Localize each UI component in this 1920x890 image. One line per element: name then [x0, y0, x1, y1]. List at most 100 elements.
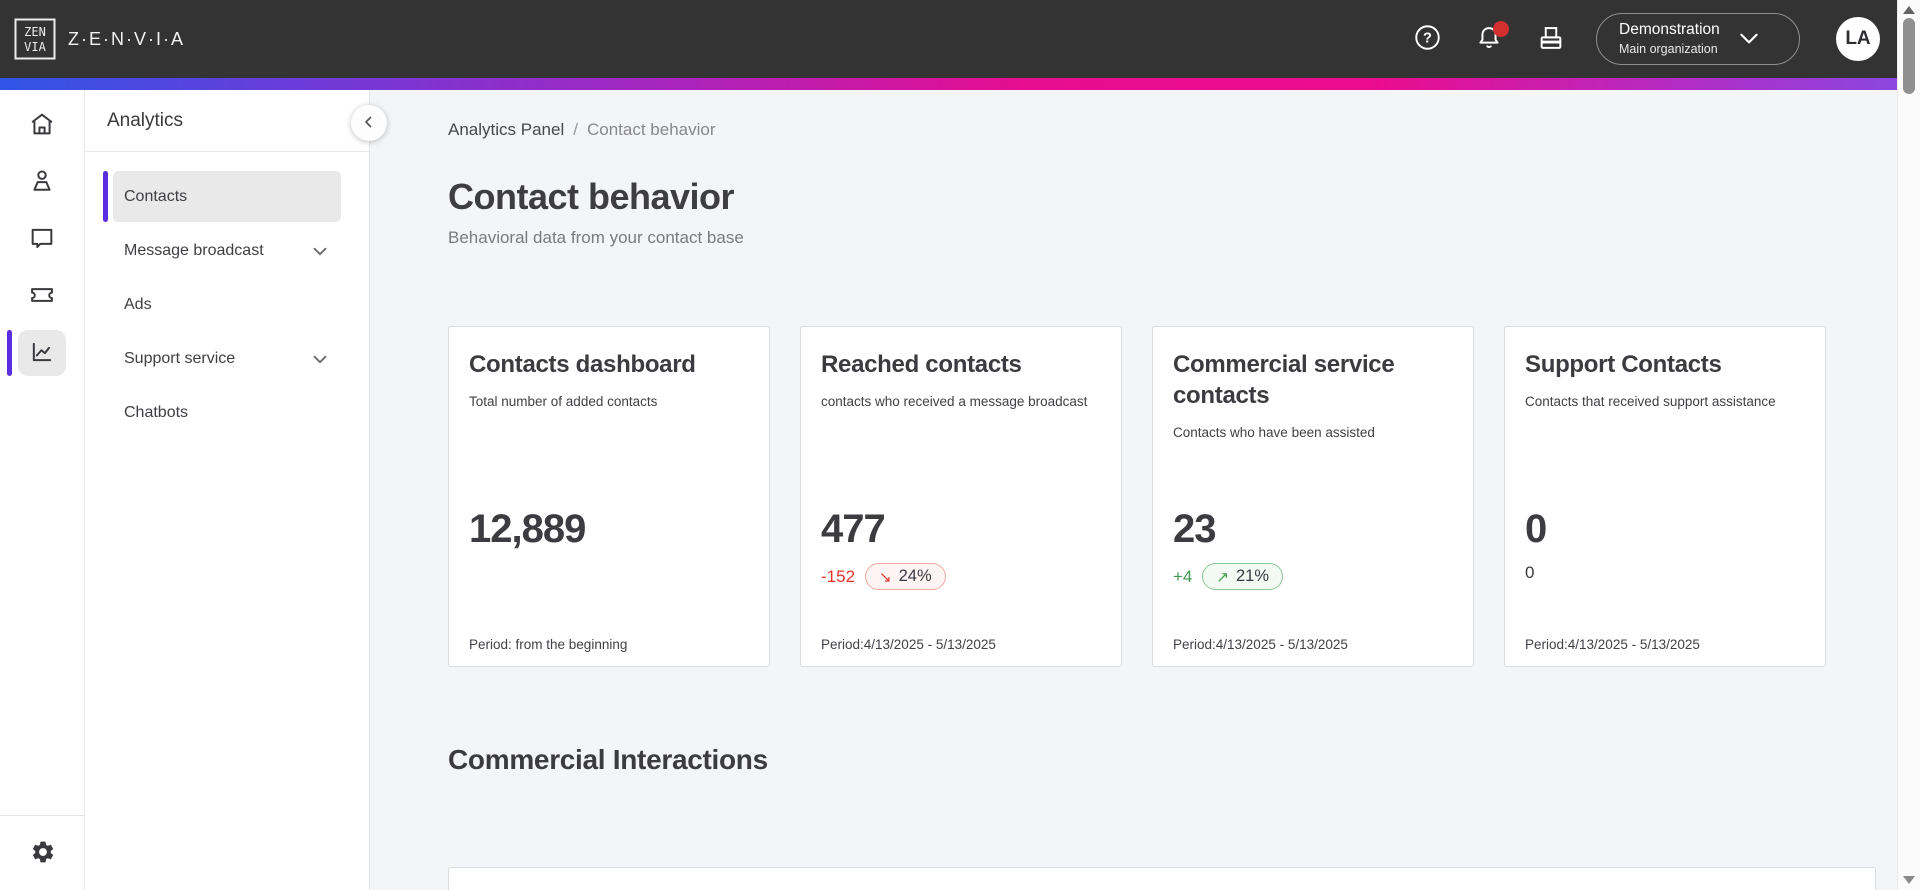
delta-value: -152: [821, 566, 856, 586]
panel-collapse-button[interactable]: [351, 105, 387, 141]
svg-text:?: ?: [1423, 31, 1432, 47]
notification-dot: [1493, 21, 1509, 37]
person-icon: [28, 167, 56, 198]
commercial-interactions-card: [448, 867, 1876, 890]
card-title: Contacts dashboard: [469, 351, 696, 378]
zenvia-logo-icon[interactable]: ZEN VIA: [14, 18, 56, 60]
delta-value: +4: [1173, 566, 1193, 586]
card-title: Support Contacts: [1525, 351, 1722, 378]
menu-item-contacts[interactable]: Contacts: [103, 171, 341, 222]
menu-item-label: Contacts: [124, 187, 188, 205]
scrollbar-thumb[interactable]: [1903, 18, 1915, 94]
card-title: Reached contacts: [821, 351, 1022, 378]
icon-rail: [0, 90, 85, 890]
menu-item-message-broadcast[interactable]: Message broadcast: [113, 225, 341, 276]
svg-text:VIA: VIA: [24, 40, 46, 54]
chevron-down-icon: [1736, 25, 1762, 54]
rail-item-settings[interactable]: [19, 830, 67, 876]
card-description: contacts who received a message broadcas…: [821, 394, 1088, 410]
menu-item-label: Ads: [124, 295, 152, 313]
notifications-button[interactable]: [1474, 21, 1509, 55]
bell-icon: [1475, 24, 1503, 55]
panel-menu: Contacts Message broadcast Ads Support s…: [85, 152, 369, 438]
breadcrumb-analytics-panel[interactable]: Analytics Panel: [448, 120, 565, 139]
chevron-left-icon: [360, 113, 378, 134]
breadcrumb-separator: /: [573, 120, 578, 139]
question-circle-icon: ?: [1414, 24, 1441, 54]
rail-footer: [0, 815, 85, 890]
page-title: Contact behavior: [448, 176, 735, 217]
card-value: 12,889: [469, 507, 586, 551]
card-period: Period:4/13/2025 - 5/13/2025: [1525, 637, 1700, 652]
card-period: Period:4/13/2025 - 5/13/2025: [821, 637, 996, 652]
trend-badge: ↘ 24%: [865, 563, 946, 590]
card-support-contacts: Support Contacts Contacts that received …: [1504, 326, 1826, 667]
trend-percent: 21%: [1235, 567, 1269, 585]
card-commercial-service-contacts: Commercial service contacts Contacts who…: [1152, 326, 1474, 667]
chevron-down-icon: [309, 348, 331, 370]
help-button[interactable]: ?: [1412, 24, 1442, 54]
card-value: 477: [821, 507, 886, 551]
card-description: Total number of added contacts: [469, 394, 658, 410]
gear-icon: [30, 839, 56, 868]
main-content: Analytics Panel / Contact behavior Conta…: [370, 90, 1897, 890]
menu-item-label: Chatbots: [124, 403, 189, 421]
page-scrollbar[interactable]: [1897, 0, 1920, 890]
brand: ZEN VIA Z·E·N·V·I·A: [14, 18, 185, 60]
rail-item-home[interactable]: [18, 102, 66, 148]
card-description: Contacts that received support assistanc…: [1525, 394, 1776, 410]
kpi-cards-row: Contacts dashboard Total number of added…: [448, 326, 1897, 667]
organization-selector[interactable]: Demonstration Main organization: [1596, 13, 1800, 65]
panel-header: Analytics: [85, 90, 369, 152]
topbar-actions: ?: [1380, 13, 1880, 65]
card-period: Period:4/13/2025 - 5/13/2025: [1173, 637, 1348, 652]
panel-title: Analytics: [107, 109, 184, 131]
menu-item-label: Message broadcast: [124, 241, 264, 259]
menu-item-ads[interactable]: Ads: [113, 279, 341, 330]
brand-wordmark: Z·E·N·V·I·A: [68, 28, 185, 49]
page-subtitle: Behavioral data from your contact base: [448, 228, 744, 247]
svg-text:ZEN: ZEN: [24, 25, 46, 39]
rail-item-contacts[interactable]: [18, 159, 66, 205]
topbar: ZEN VIA Z·E·N·V·I·A ?: [0, 0, 1897, 78]
menu-item-support-service[interactable]: Support service: [113, 333, 341, 384]
card-period: Period: from the beginning: [469, 637, 628, 652]
trend-badge: ↗ 21%: [1202, 563, 1283, 590]
arrow-down-right-icon: ↘: [879, 568, 892, 586]
user-avatar[interactable]: LA: [1836, 17, 1880, 61]
card-description: Contacts who have been assisted: [1173, 425, 1375, 441]
ticket-icon: [28, 281, 56, 312]
breadcrumb-current: Contact behavior: [586, 120, 716, 139]
card-title: Commercial service contacts: [1173, 351, 1395, 410]
scrollbar-up-arrow[interactable]: [1903, 6, 1915, 14]
rail-item-analytics[interactable]: [7, 330, 66, 376]
menu-item-chatbots[interactable]: Chatbots: [113, 387, 341, 438]
menu-item-label: Support service: [124, 349, 236, 367]
breadcrumb: Analytics Panel / Contact behavior: [448, 120, 1897, 140]
app-body: Analytics Contacts Message broadcast: [0, 90, 1897, 890]
card-delta-row: +4 ↗ 21%: [1173, 563, 1283, 590]
organization-subtitle: Main organization: [1619, 42, 1718, 57]
card-delta-row: 0: [1525, 563, 1546, 583]
analytics-panel: Analytics Contacts Message broadcast: [85, 90, 387, 890]
chevron-down-icon: [309, 240, 331, 262]
card-value: 0: [1525, 507, 1547, 551]
chat-bubble-icon: [28, 224, 56, 255]
line-chart-icon: [28, 338, 56, 369]
card-delta-row: -152 ↘ 24%: [821, 563, 946, 590]
print-button[interactable]: [1536, 24, 1566, 54]
card-reached-contacts: Reached contacts contacts who received a…: [800, 326, 1122, 667]
brand-gradient-strip: [0, 78, 1897, 90]
card-contacts-dashboard: Contacts dashboard Total number of added…: [448, 326, 770, 667]
delta-value: 0: [1525, 563, 1535, 582]
trend-percent: 24%: [898, 567, 932, 585]
section-heading-commercial-interactions: Commercial Interactions: [448, 744, 768, 775]
scrollbar-down-arrow[interactable]: [1903, 876, 1915, 884]
rail-item-tickets[interactable]: [18, 273, 66, 319]
arrow-up-right-icon: ↗: [1216, 568, 1229, 586]
rail-item-conversations[interactable]: [18, 216, 66, 262]
card-value: 23: [1173, 507, 1217, 551]
home-icon: [28, 110, 56, 141]
organization-name: Demonstration: [1619, 21, 1720, 39]
